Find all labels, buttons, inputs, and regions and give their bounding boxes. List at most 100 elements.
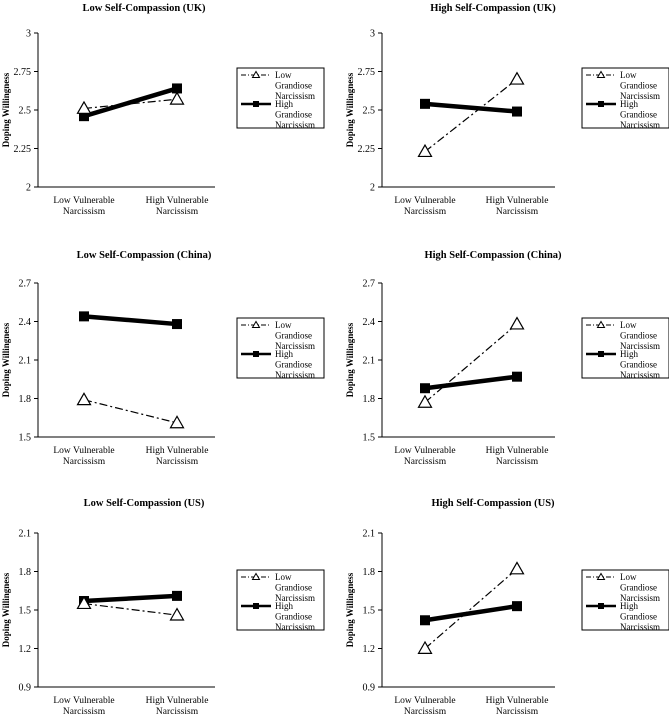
legend-label-line: Grandiose xyxy=(275,612,312,622)
data-point-high-grandiose xyxy=(79,311,89,322)
legend-label-line: Grandiose xyxy=(620,81,657,91)
y-tick-label: 2 xyxy=(370,183,375,194)
y-tick-label: 0.9 xyxy=(363,683,376,694)
legend-label-line: Grandiose xyxy=(620,331,657,341)
x-tick-line: Low Vulnerable xyxy=(53,696,114,706)
data-point-low-grandiose xyxy=(76,392,92,406)
series-line-high-grandiose xyxy=(424,101,518,114)
legend-marker-low-grandiose xyxy=(596,572,606,580)
series-line-high-grandiose xyxy=(83,86,178,119)
x-tick-line: Narcissism xyxy=(496,457,539,467)
x-tick-line: Narcissism xyxy=(63,707,106,715)
data-point-high-grandiose xyxy=(420,615,430,626)
y-tick-label: 3 xyxy=(26,29,31,40)
legend-marker-low-grandiose xyxy=(596,70,606,78)
series-line-low-grandiose xyxy=(83,399,178,424)
chart-title: High Self-Compassion (UK) xyxy=(430,3,556,14)
legend-label-line: Narcissism xyxy=(620,120,660,130)
legend-marker-low-grandiose xyxy=(596,320,606,328)
y-tick-label: 2.1 xyxy=(19,356,32,367)
legend-label-line: Grandiose xyxy=(275,583,312,593)
legend-label-line: Grandiose xyxy=(620,612,657,622)
legend-marker-high-grandiose xyxy=(598,351,604,357)
legend-label: Low Grandiose Narcissism xyxy=(620,572,660,603)
legend-label-line: Narcissism xyxy=(620,370,660,380)
x-tick-line: High Vulnerable xyxy=(486,196,549,206)
data-point-high-grandiose xyxy=(512,371,522,382)
data-point-high-grandiose xyxy=(512,601,522,612)
data-point-high-grandiose xyxy=(172,590,182,601)
x-tick-line: Narcissism xyxy=(404,707,447,715)
x-tick-line: Low Vulnerable xyxy=(394,196,455,206)
x-tick-line: High Vulnerable xyxy=(486,446,549,456)
legend-label-line: Low xyxy=(620,572,637,582)
chart-panel-5: Low Self-Compassion (US) Doping Willingne… xyxy=(1,498,325,715)
chart-title: High Self-Compassion (US) xyxy=(431,498,555,509)
x-tick-line: Narcissism xyxy=(156,207,199,217)
legend-label-line: Low xyxy=(620,70,637,80)
chart-title: Low Self-Compassion (UK) xyxy=(82,3,206,14)
data-point-high-grandiose xyxy=(79,111,89,122)
x-tick-line: Narcissism xyxy=(156,707,199,715)
y-tick-label: 2.5 xyxy=(363,106,376,117)
y-axis-label: Doping Willingness xyxy=(345,322,355,397)
series-line-low-grandiose xyxy=(424,568,518,649)
x-tick-label: High Vulnerable Narcissism xyxy=(486,196,549,217)
legend-label: Low Grandiose Narcissism xyxy=(275,572,315,603)
chart-title: Low Self-Compassion (China) xyxy=(77,250,212,261)
legend-marker-high-grandiose xyxy=(253,603,259,609)
legend-label-line: Grandiose xyxy=(275,360,312,370)
data-point-low-grandiose xyxy=(169,415,185,429)
legend-label-line: Narcissism xyxy=(275,593,315,603)
x-tick-label: High Vulnerable Narcissism xyxy=(146,196,209,217)
series-line-low-grandiose xyxy=(424,323,518,403)
x-tick-line: Low Vulnerable xyxy=(53,446,114,456)
x-tick-line: Narcissism xyxy=(496,207,539,217)
chart-panel-2: High Self-Compassion (UK) Doping Willingn… xyxy=(345,3,669,217)
legend-box xyxy=(581,67,669,129)
legend-marker-high-grandiose xyxy=(253,351,259,357)
y-axis-label: Doping Willingness xyxy=(1,72,11,147)
data-point-high-grandiose xyxy=(420,98,430,109)
y-tick-label: 0.9 xyxy=(19,683,32,694)
series-line-low-grandiose xyxy=(424,78,518,153)
legend-label-line: High xyxy=(275,601,294,611)
y-tick-label: 2.4 xyxy=(19,317,32,328)
legend-marker-high-grandiose xyxy=(598,603,604,609)
legend-marker-high-grandiose xyxy=(253,101,259,107)
legend-box xyxy=(236,67,325,129)
data-point-low-grandiose xyxy=(417,394,433,408)
legend-label-line: Low xyxy=(275,320,292,330)
y-tick-label: 2.1 xyxy=(363,356,376,367)
legend-label-line: Low xyxy=(620,320,637,330)
legend-label-line: Narcissism xyxy=(620,593,660,603)
y-tick-label: 2.7 xyxy=(363,279,376,290)
y-tick-label: 2.75 xyxy=(14,67,32,78)
legend-label-line: Grandiose xyxy=(275,110,312,120)
x-tick-label: High Vulnerable Narcissism xyxy=(146,446,209,467)
legend-label-line: High xyxy=(620,99,639,109)
legend-label: High Grandiose Narcissism xyxy=(275,349,315,380)
legend-box xyxy=(581,317,669,379)
chart-panel-6: High Self-Compassion (US) Doping Willingn… xyxy=(345,498,669,715)
legend-label-line: High xyxy=(620,349,639,359)
x-tick-line: High Vulnerable xyxy=(146,696,209,706)
series-line-high-grandiose xyxy=(424,374,518,391)
legend-label: High Grandiose Narcissism xyxy=(620,601,660,632)
x-tick-line: Low Vulnerable xyxy=(394,446,455,456)
legend-marker-low-grandiose xyxy=(251,320,261,328)
legend-marker-low-grandiose xyxy=(251,70,261,78)
x-tick-line: High Vulnerable xyxy=(486,696,549,706)
data-point-high-grandiose xyxy=(172,319,182,330)
y-tick-label: 1.5 xyxy=(363,433,376,444)
data-point-high-grandiose xyxy=(512,106,522,117)
x-tick-label: Low Vulnerable Narcissism xyxy=(394,196,455,217)
y-tick-label: 2.5 xyxy=(19,106,32,117)
chart-title: High Self-Compassion (China) xyxy=(424,250,562,261)
y-tick-label: 2.75 xyxy=(358,67,376,78)
legend-label: High Grandiose Narcissism xyxy=(620,99,660,130)
legend-box xyxy=(236,317,325,379)
x-tick-line: Low Vulnerable xyxy=(53,196,114,206)
x-tick-line: Low Vulnerable xyxy=(394,696,455,706)
